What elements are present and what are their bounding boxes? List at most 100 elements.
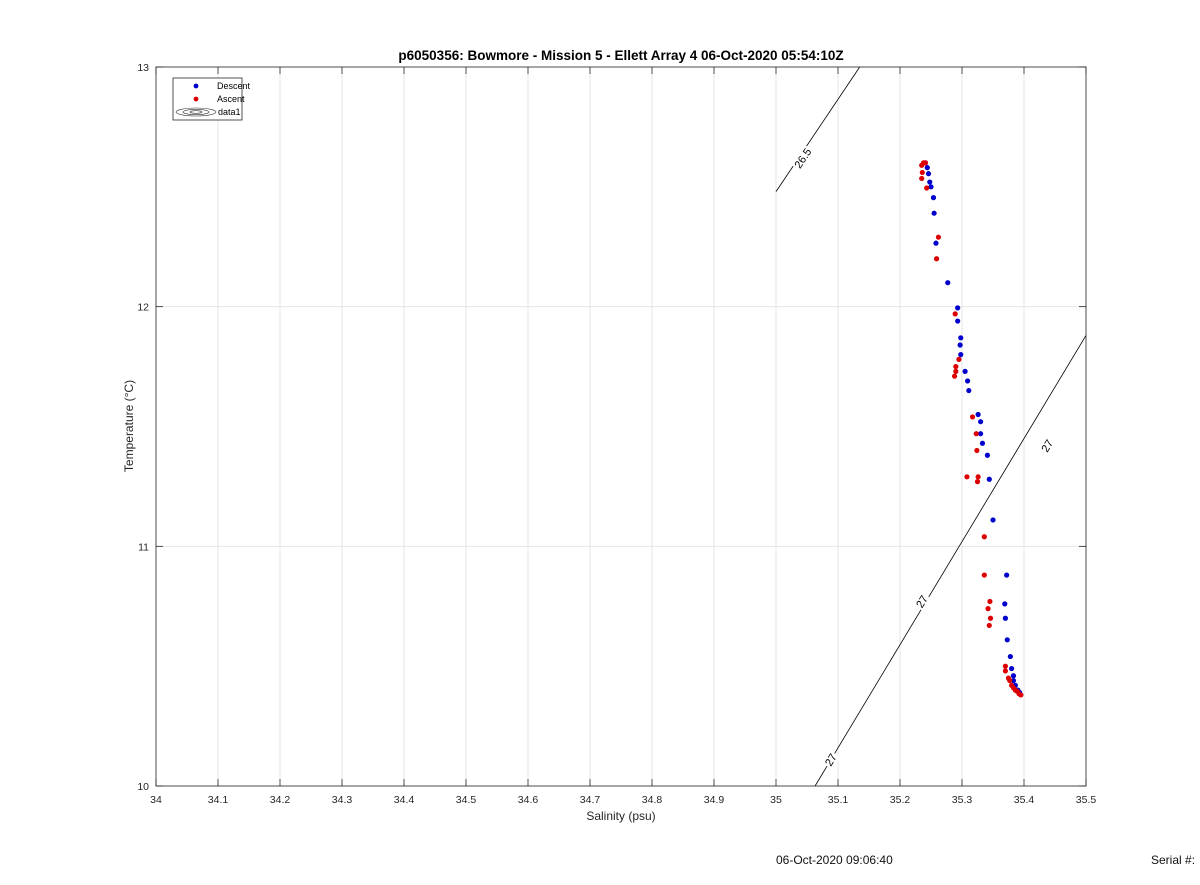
descent-point (955, 318, 961, 324)
ascent-point (987, 615, 994, 621)
ascent-point (933, 256, 940, 262)
x-tick-label: 34.5 (456, 794, 477, 806)
descent-point (986, 476, 992, 482)
descent-point (928, 184, 934, 190)
descent-point (933, 240, 939, 246)
ascent-point (981, 534, 987, 540)
x-tick-label: 34.8 (642, 794, 663, 806)
x-tick-label: 34.1 (208, 794, 229, 806)
descent-point (962, 368, 968, 374)
contour-label-gap (1037, 435, 1057, 456)
contour-label: 27 (823, 752, 840, 769)
y-tick-label: 12 (137, 302, 149, 314)
descent-point (1004, 572, 1010, 578)
contour-label-gap (820, 749, 841, 770)
legend-ascent-marker (193, 96, 199, 102)
descent-point (1010, 677, 1017, 684)
ascent-point (975, 474, 981, 480)
x-axis-label: Salinity (psu) (586, 809, 655, 823)
descent-point (964, 378, 971, 384)
descent-point (925, 171, 932, 177)
ascent-point (986, 622, 992, 629)
descent-point (930, 195, 937, 201)
descent-point (957, 342, 963, 348)
x-tick-label: 34.2 (270, 794, 291, 806)
descent-point (1002, 601, 1008, 607)
x-tick-label: 34 (150, 794, 162, 806)
x-tick-label: 35.3 (952, 794, 973, 806)
descent-point (958, 352, 964, 358)
ascent-point (1002, 668, 1009, 674)
contour-line (814, 335, 1087, 787)
ascent-point (981, 572, 987, 578)
descent-point (931, 210, 937, 216)
ascent-point (969, 414, 976, 420)
x-axis-ticks: 34 34.1 34.2 34.3 34.4 34.5 34.6 34.7 34.8 34.9 35… (150, 67, 1096, 806)
descent-point (978, 431, 984, 437)
y-axis-ticks: 10 11 12 13 (137, 62, 1086, 793)
plot-frame (155, 66, 1087, 787)
x-tick-label: 35.2 (890, 794, 911, 806)
legend-ascent-label: Ascent (217, 94, 245, 104)
legend-descent-label: Descent (217, 81, 251, 91)
x-tick-label: 35 (770, 794, 782, 806)
legend-data1-label: data1 (218, 107, 241, 117)
descent-point (945, 280, 951, 286)
ascent-point (919, 175, 925, 182)
footer-serial-number: Serial #: (1151, 853, 1196, 867)
descent-point (1002, 615, 1009, 621)
x-tick-label: 35.5 (1076, 794, 1097, 806)
descent-point (924, 165, 930, 171)
x-tick-label: 34.4 (394, 794, 415, 806)
x-tick-label: 35.1 (828, 794, 849, 806)
y-tick-label: 11 (138, 541, 149, 553)
descent-point (975, 411, 981, 418)
ascent-point (935, 234, 942, 240)
x-tick-label: 34.3 (332, 794, 353, 806)
y-tick-label: 13 (137, 62, 149, 74)
ascent-point (974, 447, 980, 454)
descent-point (966, 387, 972, 394)
descent-point (1007, 653, 1013, 660)
descent-point (1009, 665, 1015, 672)
ascent-point (922, 160, 929, 166)
chart-title: p6050356: Bowmore - Mission 5 - Ellett A… (398, 48, 843, 63)
y-tick-label: 10 (137, 781, 149, 793)
descent-point (979, 440, 986, 446)
x-tick-label: 34.6 (518, 794, 539, 806)
contour-label-gap (911, 591, 932, 612)
ascent-point (924, 185, 930, 191)
ascent-point (964, 474, 970, 480)
contour-label-gap (790, 144, 816, 172)
legend: Descent Ascent data1 (172, 77, 251, 121)
ascent-point (919, 169, 925, 176)
legend-contour-icon (175, 107, 217, 117)
descent-point (1010, 673, 1017, 679)
data-points (919, 160, 1024, 698)
descent-point (927, 179, 933, 185)
plot-area (156, 67, 1086, 786)
x-tick-label: 34.9 (704, 794, 725, 806)
descent-point (984, 452, 991, 458)
legend-descent-marker (193, 83, 199, 89)
ascent-point (956, 356, 962, 362)
contour-line (775, 66, 861, 192)
y-axis-label: Temperature (°C) (122, 380, 136, 472)
ascent-point (973, 431, 979, 437)
ascent-point (985, 606, 991, 612)
ascent-point (1018, 692, 1024, 698)
footer-timestamp: 06-Oct-2020 09:06:40 (776, 853, 893, 867)
ascent-point (953, 363, 959, 370)
ascent-point (1007, 677, 1013, 684)
ascent-point (974, 479, 981, 485)
ascent-point (1002, 663, 1009, 669)
x-tick-label: 34.7 (580, 794, 601, 806)
contour-label: 27 (1039, 438, 1056, 455)
ascent-point (953, 368, 959, 374)
x-tick-label: 35.4 (1014, 794, 1035, 806)
descent-point (978, 419, 984, 425)
ascent-point (951, 373, 958, 379)
descent-point (955, 305, 961, 311)
